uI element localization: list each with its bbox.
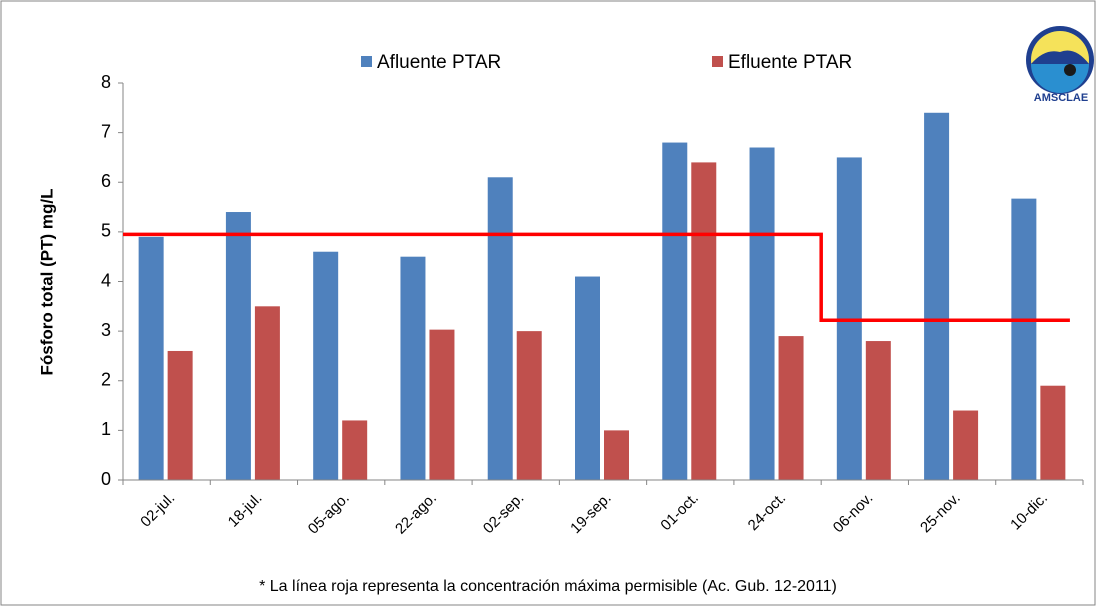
- bar: [953, 410, 979, 480]
- bar: [429, 329, 455, 480]
- footnote: * La línea roja representa la concentrac…: [259, 578, 837, 595]
- y-tick-label: 5: [101, 221, 111, 241]
- bar: [1040, 385, 1066, 480]
- bar: [225, 212, 251, 480]
- bar: [254, 306, 280, 480]
- bar: [865, 341, 891, 480]
- bar: [924, 112, 950, 481]
- y-tick-label: 6: [101, 171, 111, 191]
- y-tick-label: 1: [101, 419, 111, 439]
- legend-swatch: [712, 56, 723, 67]
- bar: [691, 162, 717, 480]
- legend-swatch: [361, 56, 372, 67]
- y-tick-label: 7: [101, 121, 111, 141]
- y-tick-label: 8: [101, 72, 111, 92]
- bar: [313, 251, 339, 480]
- bar: [604, 430, 629, 480]
- bar: [516, 331, 542, 480]
- bar: [778, 336, 804, 480]
- y-tick-label: 2: [101, 370, 111, 390]
- legend-label: Efluente PTAR: [728, 52, 852, 73]
- bar: [400, 256, 426, 480]
- bar: [487, 177, 513, 480]
- y-axis-title: Fósforo total (PT) mg/L: [37, 189, 56, 376]
- bar: [342, 420, 368, 480]
- bar: [138, 236, 164, 480]
- limit-line: [123, 232, 1070, 322]
- logo: AMSCLAE: [1026, 26, 1094, 104]
- y-tick-label: 4: [101, 270, 111, 290]
- logo-tree: [1064, 64, 1076, 76]
- legend-label: Afluente PTAR: [377, 52, 501, 73]
- bar: [749, 147, 775, 480]
- bar: [662, 142, 688, 481]
- logo-text: AMSCLAE: [1034, 92, 1088, 104]
- bar: [167, 350, 193, 480]
- logo-volcano: [1031, 50, 1089, 64]
- bar: [575, 276, 600, 480]
- bar: [1011, 198, 1037, 480]
- y-tick-label: 0: [101, 469, 111, 489]
- y-tick-label: 3: [101, 320, 111, 340]
